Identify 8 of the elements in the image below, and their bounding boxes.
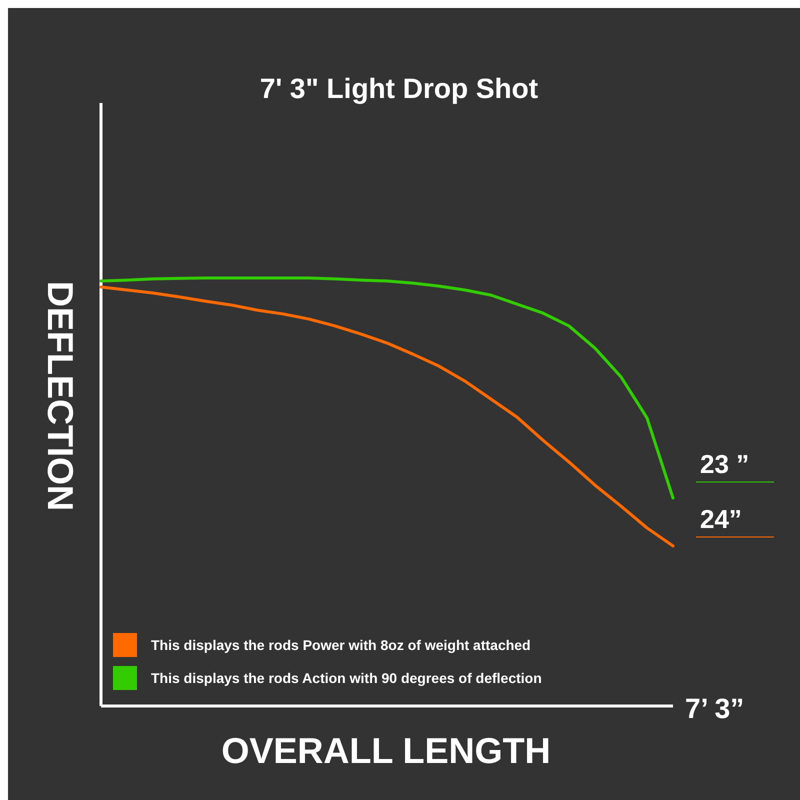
text: 7’ 3”	[685, 693, 744, 724]
x-axis-title: OVERALL LENGTH	[221, 730, 551, 771]
chart-title: 7' 3" Light Drop Shot	[260, 73, 538, 104]
y-axis-title: DEFLECTION	[40, 281, 81, 511]
text: 23 ”	[700, 449, 750, 479]
legend-label: This displays the rods Action with 90 degrees of deflection	[151, 670, 542, 686]
legend-label: This displays the rods Power with 8oz of weight attached	[151, 637, 531, 653]
text: 24”	[700, 504, 742, 534]
